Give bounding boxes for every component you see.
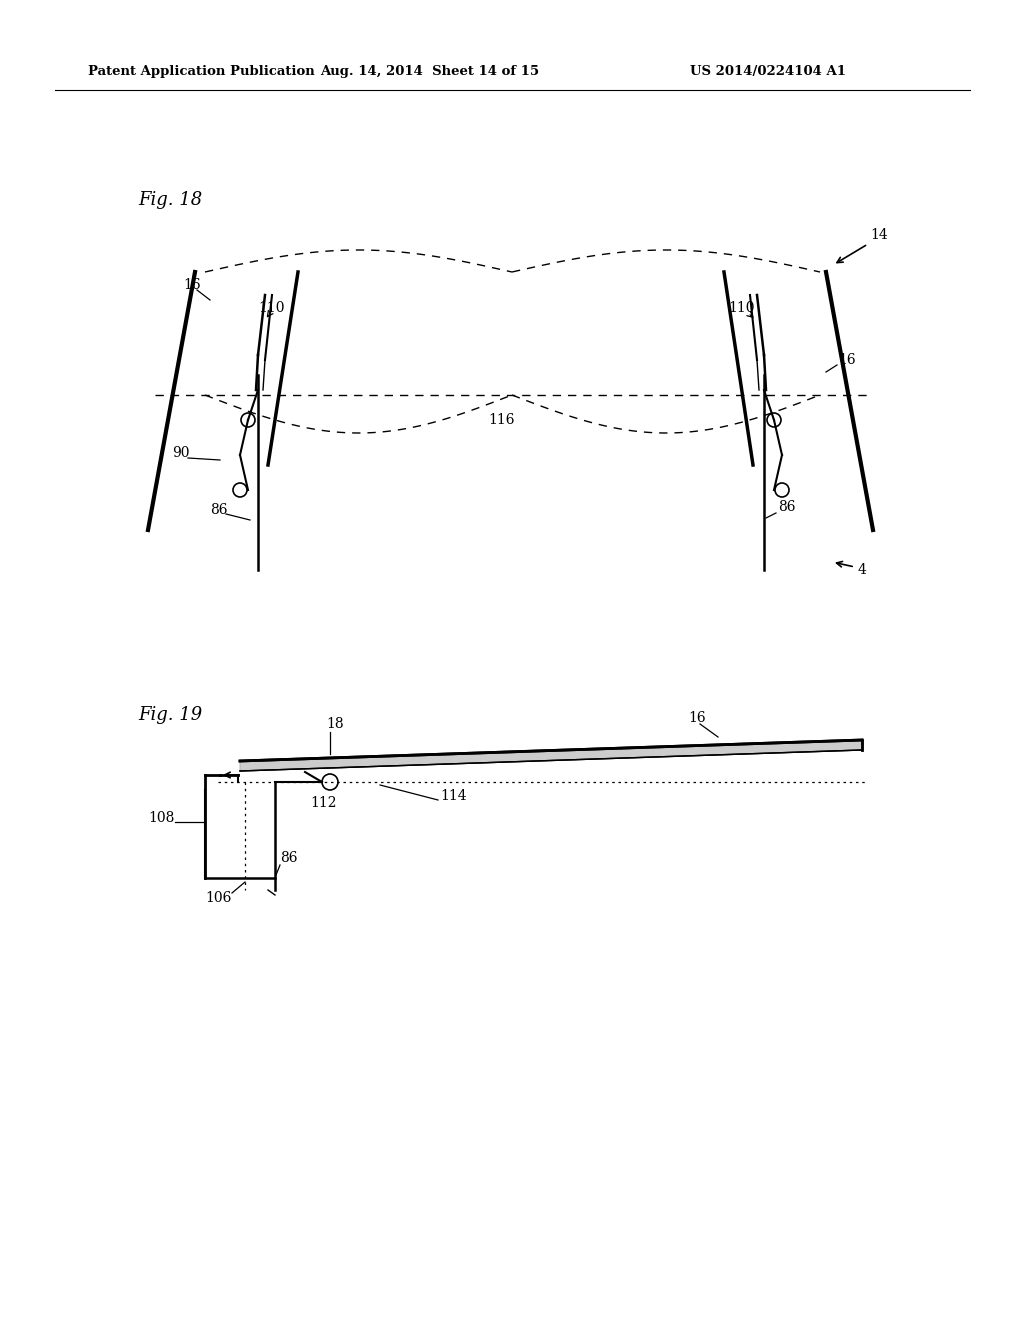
Text: 108: 108 — [148, 810, 174, 825]
Text: Aug. 14, 2014  Sheet 14 of 15: Aug. 14, 2014 Sheet 14 of 15 — [321, 66, 540, 78]
Text: 110: 110 — [728, 301, 755, 315]
Text: 18: 18 — [326, 717, 344, 731]
Text: 116: 116 — [488, 413, 514, 426]
Text: 106: 106 — [205, 891, 231, 906]
Text: 16: 16 — [183, 279, 201, 292]
Text: 14: 14 — [870, 228, 888, 242]
Polygon shape — [240, 741, 862, 771]
Text: Fig. 18: Fig. 18 — [138, 191, 203, 209]
Text: 86: 86 — [280, 851, 298, 865]
Text: 4: 4 — [858, 564, 867, 577]
Text: 16: 16 — [688, 711, 706, 725]
Text: 86: 86 — [778, 500, 796, 513]
Text: 90: 90 — [172, 446, 189, 459]
Text: 112: 112 — [310, 796, 337, 810]
Text: Fig. 19: Fig. 19 — [138, 706, 203, 723]
Text: 110: 110 — [258, 301, 285, 315]
Text: Patent Application Publication: Patent Application Publication — [88, 66, 314, 78]
Text: 86: 86 — [210, 503, 227, 517]
Text: US 2014/0224104 A1: US 2014/0224104 A1 — [690, 66, 846, 78]
Text: 114: 114 — [440, 789, 467, 803]
Text: 16: 16 — [838, 352, 856, 367]
